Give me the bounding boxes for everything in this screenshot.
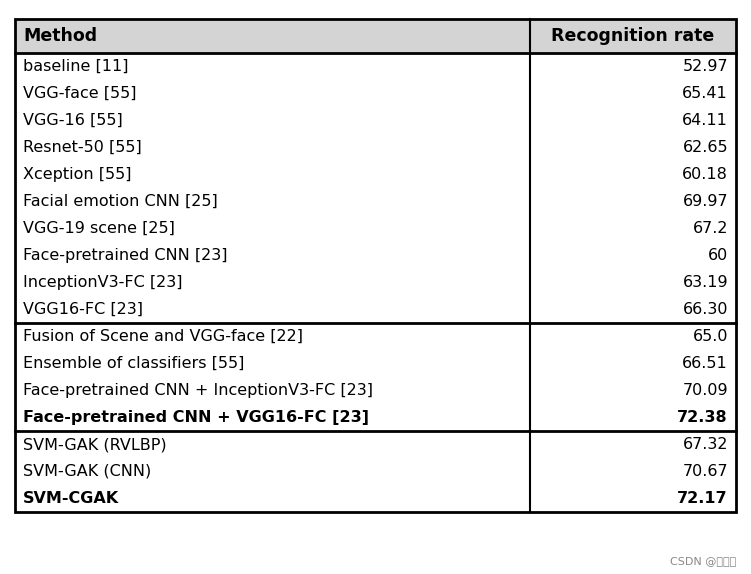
Text: 67.2: 67.2	[692, 221, 728, 236]
Text: 65.0: 65.0	[692, 329, 728, 344]
Text: 72.38: 72.38	[677, 410, 728, 425]
Text: 60: 60	[707, 248, 728, 263]
Bar	[15, 19, 736, 53]
Text: VGG-face [55]: VGG-face [55]	[23, 86, 137, 101]
Text: VGG16-FC [23]: VGG16-FC [23]	[23, 302, 143, 317]
Text: Ensemble of classifiers [55]: Ensemble of classifiers [55]	[23, 356, 244, 371]
Text: 52.97: 52.97	[683, 59, 728, 74]
Text: Face-pretrained CNN + InceptionV3-FC [23]: Face-pretrained CNN + InceptionV3-FC [23…	[23, 383, 373, 398]
Text: Resnet-50 [55]: Resnet-50 [55]	[23, 140, 142, 155]
Text: 66.51: 66.51	[682, 356, 728, 371]
Text: 66.30: 66.30	[683, 302, 728, 317]
Text: Recognition rate: Recognition rate	[551, 27, 715, 45]
Text: 72.17: 72.17	[677, 491, 728, 506]
Text: Facial emotion CNN [25]: Facial emotion CNN [25]	[23, 194, 218, 209]
Text: Face-pretrained CNN + VGG16-FC [23]: Face-pretrained CNN + VGG16-FC [23]	[23, 410, 369, 425]
Text: Face-pretrained CNN [23]: Face-pretrained CNN [23]	[23, 248, 228, 263]
Text: VGG-16 [55]: VGG-16 [55]	[23, 113, 122, 128]
Text: VGG-19 scene [25]: VGG-19 scene [25]	[23, 221, 175, 236]
Text: Fusion of Scene and VGG-face [22]: Fusion of Scene and VGG-face [22]	[23, 329, 303, 344]
Text: 67.32: 67.32	[683, 437, 728, 452]
Text: CSDN @小玄猫: CSDN @小玄猫	[670, 556, 736, 566]
Text: SVM-CGAK: SVM-CGAK	[23, 491, 119, 506]
Text: InceptionV3-FC [23]: InceptionV3-FC [23]	[23, 275, 182, 290]
Text: 60.18: 60.18	[682, 167, 728, 182]
Text: Method: Method	[23, 27, 97, 45]
Text: SVM-GAK (CNN): SVM-GAK (CNN)	[23, 464, 151, 479]
Text: baseline [11]: baseline [11]	[23, 59, 128, 74]
Text: 64.11: 64.11	[682, 113, 728, 128]
Text: 63.19: 63.19	[683, 275, 728, 290]
Text: 70.67: 70.67	[683, 464, 728, 479]
Text: SVM-GAK (RVLBP): SVM-GAK (RVLBP)	[23, 437, 167, 452]
Text: 62.65: 62.65	[683, 140, 728, 155]
Text: Xception [55]: Xception [55]	[23, 167, 131, 182]
Text: 65.41: 65.41	[682, 86, 728, 101]
Bar	[15, 19, 736, 512]
Text: 69.97: 69.97	[683, 194, 728, 209]
Text: 70.09: 70.09	[683, 383, 728, 398]
